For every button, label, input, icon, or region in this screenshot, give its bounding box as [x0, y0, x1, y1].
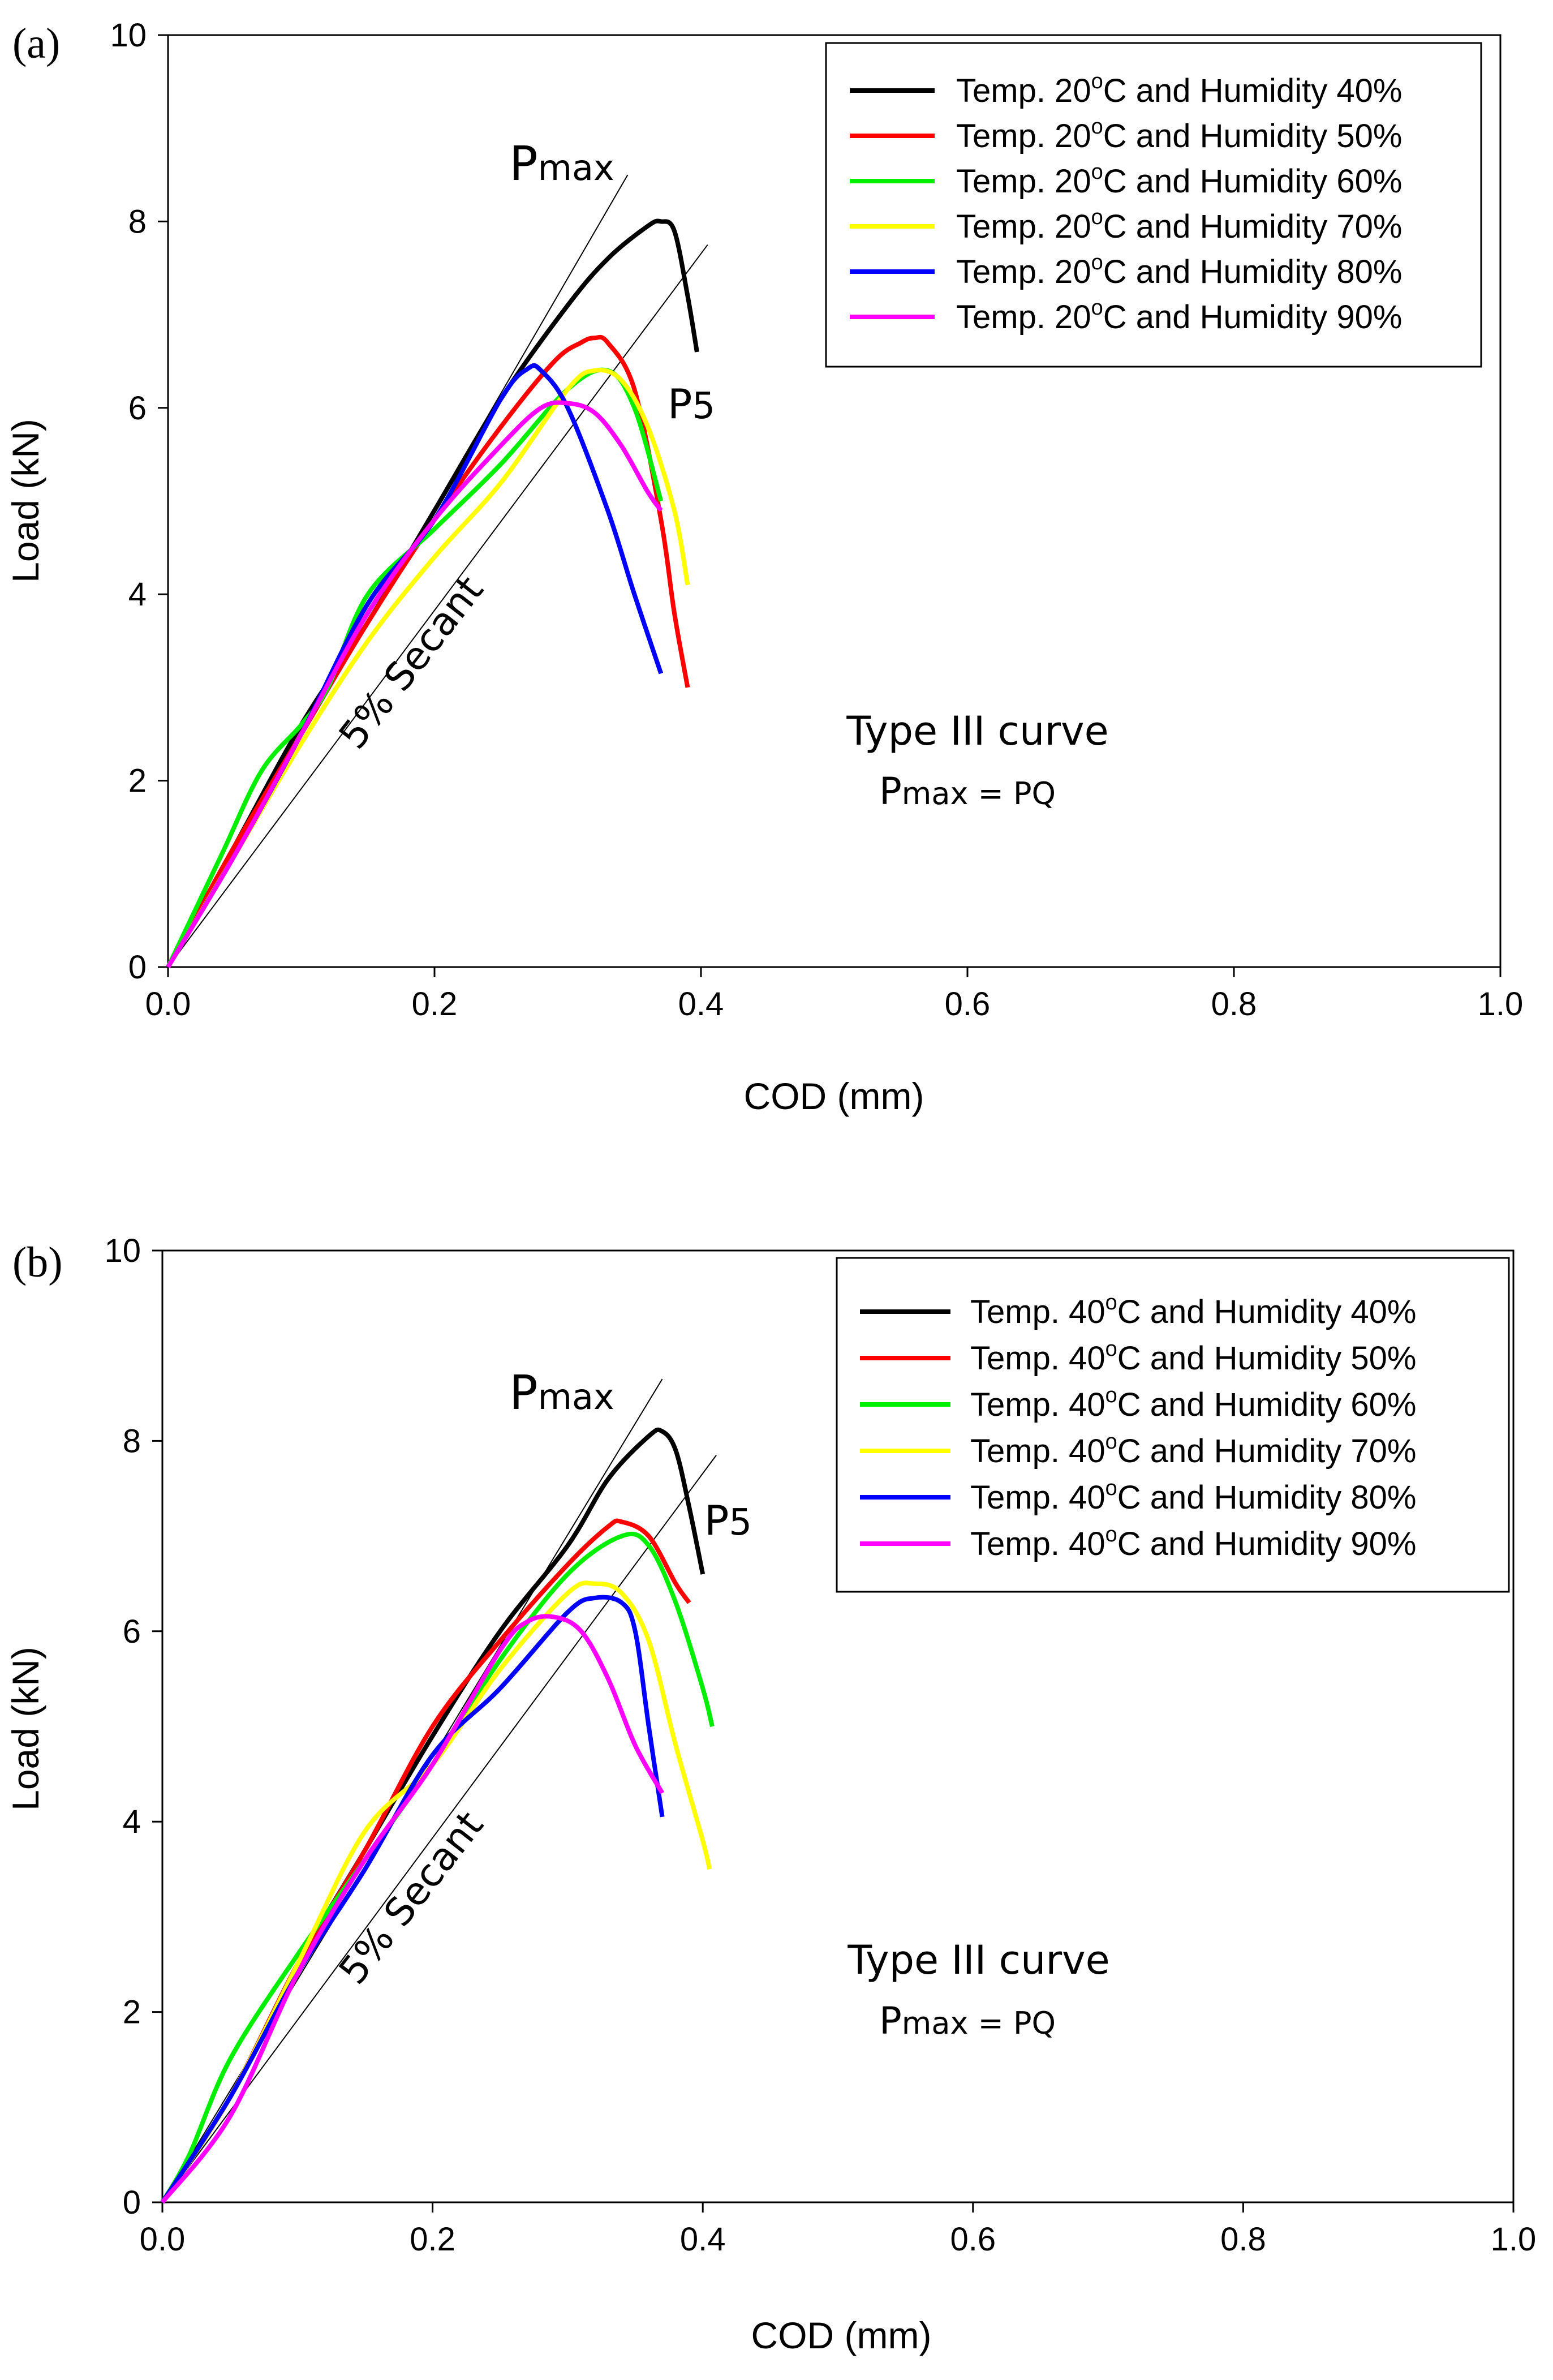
legend: Temp. 40oC and Humidity 40% Temp. 40oC an… — [836, 1257, 1510, 1593]
y-tick-label: 10 — [104, 1232, 141, 1269]
secant-line — [162, 1455, 717, 2203]
x-tick-label: 0.0 — [145, 986, 191, 1023]
series-group — [160, 1427, 715, 2204]
y-axis-label: Load (kN) — [5, 419, 46, 583]
legend-label: Temp. 40oC and Humidity 50% — [970, 1337, 1416, 1377]
x-tick-label: 0.2 — [410, 2221, 455, 2258]
y-tick-label: 6 — [123, 1613, 141, 1650]
p5-annotation: P5 — [668, 380, 715, 428]
legend-label: Temp. 40oC and Humidity 70% — [970, 1430, 1416, 1470]
legend-item: Temp. 20oC and Humidity 80% — [850, 251, 1402, 290]
legend-label: Temp. 40oC and Humidity 90% — [970, 1523, 1416, 1562]
series-line — [160, 1595, 665, 2204]
x-tick-label: 0.6 — [945, 986, 991, 1023]
x-tick-label: 0.6 — [950, 2221, 996, 2258]
panel-label: (b) — [12, 1239, 63, 1286]
x-tick-label: 0.8 — [1220, 2221, 1266, 2258]
legend-item: Temp. 20oC and Humidity 50% — [850, 115, 1402, 154]
x-tick-label: 0.4 — [680, 2221, 726, 2258]
legend-item: Temp. 40oC and Humidity 60% — [860, 1384, 1416, 1423]
legend-label: Temp. 20oC and Humidity 60% — [956, 160, 1402, 200]
plot-frame — [167, 34, 1502, 968]
y-tick-label: 0 — [123, 2184, 141, 2221]
x-tick-label: 1.0 — [1478, 986, 1524, 1023]
legend-item: Temp. 40oC and Humidity 80% — [860, 1476, 1416, 1516]
secant-annotation: 5% Secant — [330, 1803, 492, 1993]
y-tick-label: 4 — [123, 1803, 141, 1840]
y-tick-label: 2 — [128, 763, 147, 800]
y-tick-label: 0 — [128, 949, 147, 986]
legend-item: Temp. 20oC and Humidity 60% — [850, 160, 1402, 200]
secant-line — [167, 244, 708, 968]
chart-panel-b: 0.0 0.2 0.4 0.6 0.8 1.0 0 2 4 6 8 10 COD (mm) Load (k… — [5, 1232, 1536, 2356]
chart-panel-a: 0.0 0.2 0.4 0.6 0.8 1.0 0 2 4 6 8 10 COD (mm) Load (k… — [5, 17, 1523, 1117]
legend-item: Temp. 40oC and Humidity 70% — [860, 1430, 1416, 1470]
x-axis-label: COD (mm) — [751, 2314, 932, 2356]
legend-label: Temp. 40oC and Humidity 40% — [970, 1291, 1416, 1330]
legend-label: Temp. 40oC and Humidity 80% — [970, 1476, 1416, 1516]
pmax-pq-equation: Pmax = PQ — [879, 770, 1056, 813]
x-tick-label: 0.0 — [140, 2221, 186, 2258]
series-line — [166, 400, 663, 969]
y-tick-label: 6 — [128, 390, 147, 427]
legend: Temp. 20oC and Humidity 40% Temp. 20oC an… — [825, 42, 1482, 368]
x-tick-label: 0.2 — [412, 986, 458, 1023]
legend-label: Temp. 40oC and Humidity 60% — [970, 1384, 1416, 1423]
y-tick-label: 4 — [128, 576, 147, 613]
legend-label: Temp. 20oC and Humidity 50% — [956, 115, 1402, 154]
legend-label: Temp. 20oC and Humidity 70% — [956, 205, 1402, 245]
pmax-pq-equation: Pmax = PQ — [879, 1999, 1056, 2043]
legend-label: Temp. 20oC and Humidity 90% — [956, 296, 1402, 336]
legend-item: Temp. 20oC and Humidity 40% — [850, 70, 1402, 109]
legend-item: Temp. 20oC and Humidity 70% — [850, 205, 1402, 245]
series-line — [160, 1580, 712, 2204]
p5-annotation: P5 — [704, 1497, 752, 1544]
x-tick-label: 0.8 — [1211, 986, 1257, 1023]
x-axis-label: COD (mm) — [744, 1075, 924, 1117]
series-line — [160, 1614, 665, 2204]
series-line — [166, 218, 699, 968]
legend-item: Temp. 40oC and Humidity 90% — [860, 1523, 1416, 1562]
y-tick-label: 2 — [123, 1994, 141, 2031]
pmax-annotation: Pmax — [509, 1365, 614, 1420]
panel-label: (a) — [12, 20, 60, 67]
legend-item: Temp. 40oC and Humidity 40% — [860, 1291, 1416, 1330]
y-tick-label: 10 — [110, 17, 147, 54]
curve-type-label: Type III curve — [847, 1937, 1109, 1983]
y-tick-label: 8 — [128, 203, 147, 240]
pmax-annotation: Pmax — [509, 136, 614, 191]
y-axis-label: Load (kN) — [5, 1647, 46, 1811]
curve-type-label: Type III curve — [846, 708, 1108, 754]
legend-item: Temp. 20oC and Humidity 90% — [850, 296, 1402, 336]
series-group — [166, 218, 699, 969]
x-tick-label: 1.0 — [1491, 2221, 1537, 2258]
plot-frame — [161, 1249, 1515, 2203]
legend-label: Temp. 20oC and Humidity 80% — [956, 251, 1402, 290]
x-tick-label: 0.4 — [678, 986, 724, 1023]
legend-box — [825, 42, 1482, 368]
legend-label: Temp. 20oC and Humidity 40% — [956, 70, 1402, 109]
legend-item: Temp. 40oC and Humidity 50% — [860, 1337, 1416, 1377]
y-tick-label: 8 — [123, 1423, 141, 1459]
